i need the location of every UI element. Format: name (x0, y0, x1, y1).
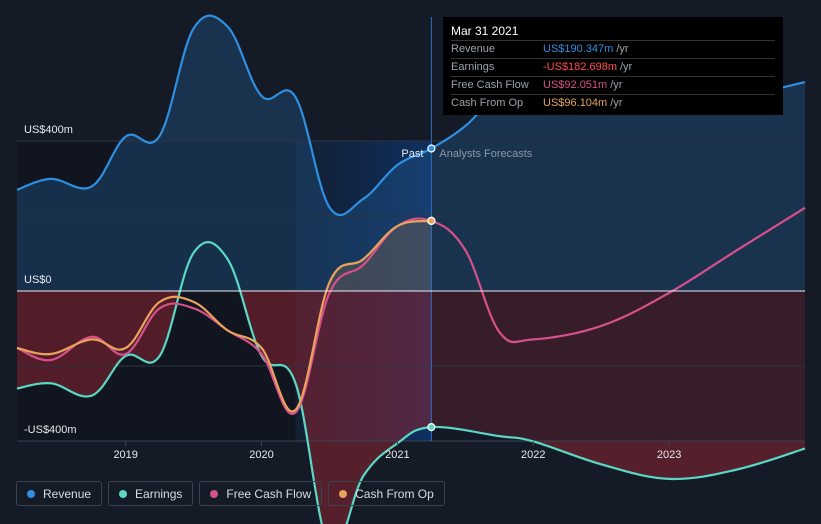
legend-dot-icon (27, 489, 35, 498)
x-tick-label: 2020 (249, 449, 273, 461)
legend-item-cash-from-op[interactable]: Cash From Op (328, 481, 445, 506)
legend-label: Cash From Op (355, 486, 434, 501)
tooltip: Mar 31 2021 Revenue US$190.347m /yr Earn… (443, 17, 783, 115)
tooltip-unit: /yr (620, 61, 633, 73)
cash-from-op-marker (427, 216, 436, 225)
tooltip-row-earnings: Earnings -US$182.698m /yr (451, 59, 775, 77)
legend-dot-icon (119, 489, 128, 498)
legend-label: Earnings (135, 486, 183, 501)
legend-dot-icon (210, 489, 219, 498)
tooltip-value: US$96.104m (543, 97, 608, 109)
tooltip-row-revenue: Revenue US$190.347m /yr (451, 41, 775, 59)
tooltip-label: Revenue (451, 43, 496, 55)
tooltip-unit: /yr (610, 97, 623, 109)
legend-dot-icon (339, 489, 348, 498)
legend-item-earnings[interactable]: Earnings (108, 481, 194, 506)
tooltip-unit: /yr (610, 79, 623, 91)
legend-label: Revenue (43, 486, 92, 501)
legend-label: Free Cash Flow (226, 486, 312, 501)
revenue-marker (427, 144, 436, 153)
earnings-line (16, 241, 806, 524)
tooltip-unit: /yr (616, 43, 629, 55)
forecast-label: Analysts Forecasts (439, 148, 532, 160)
y-axis-label: -US$400m (24, 424, 77, 436)
tooltip-value: US$92.051m (543, 79, 608, 91)
revenue-area (17, 15, 805, 291)
x-tick-label: 2021 (385, 449, 409, 461)
tooltip-label: Earnings (451, 61, 495, 73)
earnings-marker (427, 423, 436, 432)
y-axis-label: US$0 (24, 274, 52, 286)
legend-item-free-cash-flow[interactable]: Free Cash Flow (199, 481, 323, 506)
legend-item-revenue[interactable]: Revenue (16, 481, 103, 506)
tooltip-row-free-cash-flow: Free Cash Flow US$92.051m /yr (451, 77, 775, 95)
tooltip-label: Free Cash Flow (451, 79, 529, 91)
tooltip-date: Mar 31 2021 (451, 23, 775, 41)
tooltip-value: -US$182.698m (543, 61, 617, 73)
x-tick-label: 2019 (113, 449, 137, 461)
past-label: Past (401, 148, 423, 160)
tooltip-row-cash-from-op: Cash From Op US$96.104m /yr (451, 95, 775, 112)
cash-from-op-area (17, 220, 432, 291)
tooltip-value: US$190.347m (543, 43, 614, 55)
x-tick-label: 2022 (521, 449, 545, 461)
cash-from-op-line (16, 219, 432, 413)
tooltip-label: Cash From Op (451, 97, 524, 109)
x-tick-label: 2023 (657, 449, 681, 461)
y-axis-label: US$400m (24, 124, 73, 136)
free-cash-flow-line (16, 206, 806, 416)
legend: Revenue Earnings Free Cash Flow Cash Fro… (16, 481, 445, 508)
